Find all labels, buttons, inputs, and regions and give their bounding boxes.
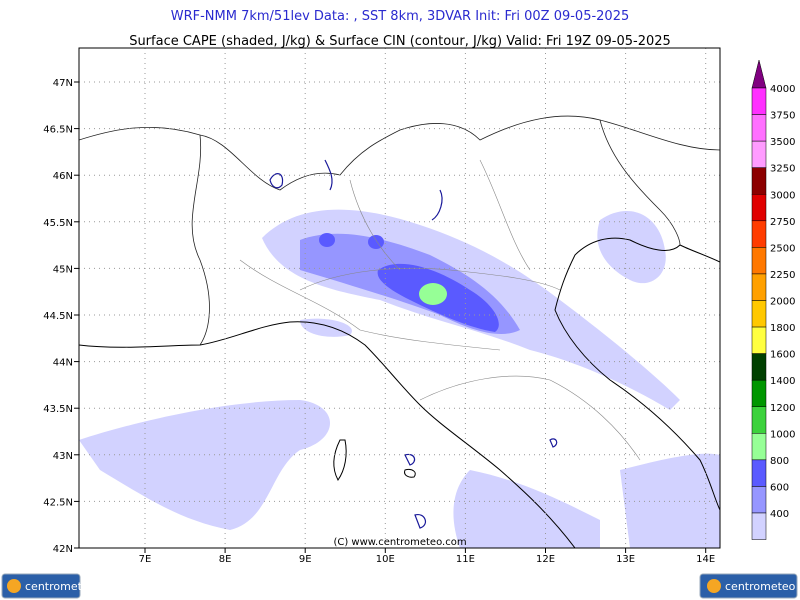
lat-label: 46.5N	[43, 125, 73, 136]
graticule	[79, 48, 720, 548]
colorbar-box	[751, 379, 767, 407]
colorbar-box	[751, 433, 767, 461]
lat-label: 45.5N	[43, 218, 73, 229]
colorbar-box	[751, 87, 767, 115]
logo-box	[1, 573, 81, 599]
lat-label: 45N	[53, 264, 73, 275]
colorbar-label: 400	[770, 509, 789, 520]
colorbar-box	[751, 406, 767, 434]
logo-box	[699, 573, 798, 599]
lon-label: 10E	[376, 554, 395, 565]
colorbar-label: 2000	[770, 297, 795, 308]
lon-label: 9E	[299, 554, 312, 565]
colorbar-label: 3750	[770, 111, 795, 122]
colorbar-box	[751, 326, 767, 354]
colorbar-box	[751, 247, 767, 275]
lat-label: 43N	[53, 451, 73, 462]
colorbar-box	[751, 512, 767, 540]
colorbar-box	[751, 167, 767, 195]
colorbar-label: 4000	[770, 84, 795, 95]
colorbar-label: 3000	[770, 190, 795, 201]
colorbar-label: 3250	[770, 164, 795, 175]
lon-label: 12E	[536, 554, 555, 565]
colorbar-box	[751, 220, 767, 248]
colorbar-label: 1800	[770, 323, 795, 334]
colorbar-label: 1600	[770, 350, 795, 361]
colorbar-label: 800	[770, 456, 789, 467]
lat-label: 43.5N	[43, 404, 73, 415]
logo-text: centrometeo	[25, 580, 96, 593]
lon-label: 13E	[616, 554, 635, 565]
lon-label: 14E	[696, 554, 715, 565]
logo-text: centrometeo	[725, 580, 796, 593]
lon-label: 8E	[219, 554, 232, 565]
colorbar-box	[751, 114, 767, 142]
colorbar-box	[751, 459, 767, 487]
colorbar-box	[751, 300, 767, 328]
map-area	[79, 48, 720, 548]
cin-contours	[269, 159, 558, 529]
lat-label: 46N	[53, 171, 73, 182]
colorbar-label: 2500	[770, 243, 795, 254]
lon-label: 7E	[139, 554, 152, 565]
logo-icon	[7, 579, 21, 593]
colorbar-label: 1200	[770, 403, 795, 414]
lat-label: 44.5N	[43, 311, 73, 322]
logo-left: centrometeo	[1, 573, 96, 599]
colorbar-label: 1400	[770, 376, 795, 387]
coastlines	[79, 237, 720, 548]
colorbar-arrow	[751, 59, 767, 89]
colorbar-box	[751, 353, 767, 381]
map-frame	[78, 47, 721, 549]
title: WRF-NMM 7km/51lev Data: , SST 8km, 3DVAR…	[171, 9, 630, 24]
lat-label: 47N	[53, 78, 73, 89]
lat-label: 44N	[53, 358, 73, 369]
colorbar-box	[751, 140, 767, 168]
logo-icon	[707, 579, 721, 593]
colorbar-label: 600	[770, 482, 789, 493]
lat-label: 42N	[53, 544, 73, 555]
copyright: (C) www.centrometeo.com	[333, 537, 466, 548]
cape-shading	[79, 209, 720, 548]
subtitle: Surface CAPE (shaded, J/kg) & Surface CI…	[129, 34, 671, 49]
logo-right: centrometeo	[699, 573, 798, 599]
lon-label: 11E	[456, 554, 475, 565]
lat-label: 42.5N	[43, 497, 73, 508]
colorbar-label: 1000	[770, 429, 795, 440]
borders	[79, 115, 720, 346]
colorbar-box	[751, 486, 767, 514]
colorbar-label: 2250	[770, 270, 795, 281]
region-borders	[239, 159, 641, 461]
colorbar-box	[751, 273, 767, 301]
colorbar-label: 3500	[770, 137, 795, 148]
colorbar-label: 2750	[770, 217, 795, 228]
colorbar: 4000 3750 3500 3250 3000 2750 2500 2250 2000 1800…	[751, 59, 795, 540]
colorbar-box	[751, 194, 767, 222]
